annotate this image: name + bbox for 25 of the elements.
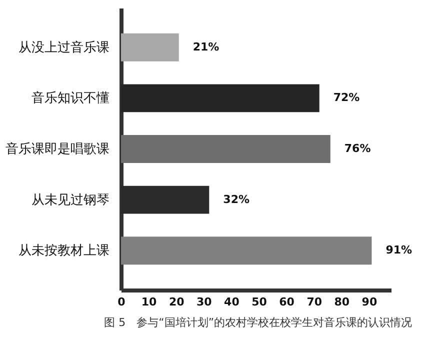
bar <box>121 236 372 265</box>
data-label: 76% <box>344 142 371 155</box>
y-tick-label: 从未按教材上课 <box>18 244 110 259</box>
x-tick-label: 90 <box>362 296 378 308</box>
data-label: 72% <box>333 91 360 104</box>
x-tick-label: 50 <box>252 296 268 308</box>
x-tick-label: 0 <box>118 296 126 308</box>
x-tick-label: 60 <box>279 296 295 308</box>
text: 图 5 参与“国培计划”的农村学校在校学生对音乐课的认识情况 <box>104 316 412 329</box>
x-tick-label: 70 <box>306 296 322 308</box>
bar <box>121 135 330 163</box>
x-tick-label: 20 <box>168 296 185 308</box>
y-tick-label: 音乐课即是唱歌课 <box>6 142 110 157</box>
data-label: 91% <box>386 244 412 257</box>
x-tick-label: 10 <box>141 296 158 308</box>
x-tick-label: 40 <box>224 296 240 308</box>
x-tick-label: 80 <box>334 296 350 308</box>
bar <box>121 84 320 112</box>
y-tick-label: 音乐知识不懂 <box>32 91 110 106</box>
x-tick-label: 30 <box>196 296 212 308</box>
bar <box>121 33 179 62</box>
data-label: 32% <box>223 192 250 206</box>
y-tick-label: 从没上过音乐课 <box>18 40 110 56</box>
y-tick-label: 从未见过钢琴 <box>32 192 110 208</box>
data-label: 21% <box>192 40 220 54</box>
